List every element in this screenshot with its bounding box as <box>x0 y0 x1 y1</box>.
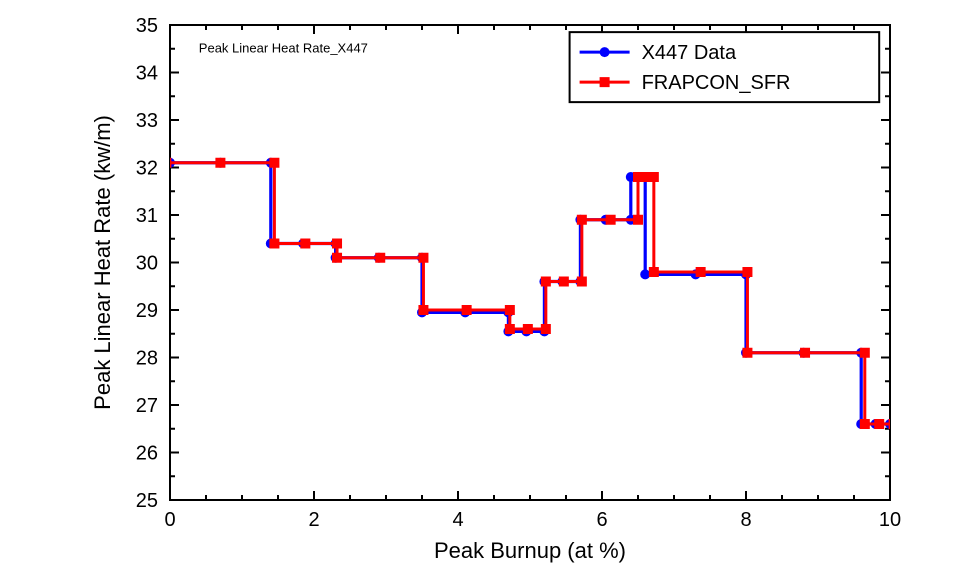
marker-square <box>742 267 752 277</box>
x-tick-label: 8 <box>740 509 751 531</box>
chart-svg: 0 2 4 6 8 10 25 26 27 28 29 30 31 32 33 34 35 Peak Burnup… <box>0 0 954 573</box>
marker-square <box>418 305 428 315</box>
x-tick-label: 6 <box>596 509 607 531</box>
marker-square <box>559 277 569 287</box>
legend-label-1: FRAPCON_SFR <box>642 72 791 94</box>
y-tick-label: 28 <box>136 348 158 370</box>
marker-square <box>541 277 551 287</box>
legend: X447 Data FRAPCON_SFR <box>570 32 880 102</box>
marker-square <box>640 172 650 182</box>
marker-square <box>800 348 810 358</box>
marker-square <box>541 324 551 334</box>
marker-square <box>860 348 870 358</box>
marker-circle <box>640 269 650 279</box>
marker-square <box>649 172 659 182</box>
y-tick-label: 35 <box>136 15 158 37</box>
marker-square <box>332 253 342 263</box>
y-tick-label: 34 <box>136 63 158 85</box>
marker-square <box>874 419 884 429</box>
marker-square <box>269 239 279 249</box>
marker-square <box>505 324 515 334</box>
y-tick-label: 31 <box>136 205 158 227</box>
marker-square <box>462 305 472 315</box>
x-axis-label: Peak Burnup (at %) <box>434 538 626 563</box>
marker-square <box>633 215 643 225</box>
legend-label-0: X447 Data <box>642 42 737 64</box>
chart-container: 0 2 4 6 8 10 25 26 27 28 29 30 31 32 33 34 35 Peak Burnup… <box>0 0 954 573</box>
marker-circle <box>600 47 610 57</box>
marker-square <box>375 253 385 263</box>
marker-square <box>418 253 428 263</box>
x-tick-label: 2 <box>308 509 319 531</box>
marker-square <box>215 158 225 168</box>
y-tick-label: 25 <box>136 490 158 512</box>
marker-square <box>600 77 610 87</box>
y-axis-label: Peak Linear Heat Rate (kw/m) <box>90 115 115 410</box>
y-tick-label: 30 <box>136 253 158 275</box>
y-tick-label: 27 <box>136 395 158 417</box>
marker-square <box>860 419 870 429</box>
marker-square <box>742 348 752 358</box>
marker-square <box>606 215 616 225</box>
marker-square <box>696 267 706 277</box>
marker-square <box>300 239 310 249</box>
x-tick-label: 0 <box>164 509 175 531</box>
y-tick-label: 33 <box>136 110 158 132</box>
marker-square <box>577 277 587 287</box>
marker-square <box>577 215 587 225</box>
marker-square <box>332 239 342 249</box>
marker-square <box>269 158 279 168</box>
y-tick-label: 32 <box>136 158 158 180</box>
y-tick-label: 29 <box>136 300 158 322</box>
marker-square <box>523 324 533 334</box>
inset-label: Peak Linear Heat Rate_X447 <box>199 40 368 55</box>
x-tick-label: 4 <box>452 509 463 531</box>
x-tick-label: 10 <box>879 509 901 531</box>
y-tick-label: 26 <box>136 443 158 465</box>
marker-square <box>505 305 515 315</box>
marker-square <box>649 267 659 277</box>
